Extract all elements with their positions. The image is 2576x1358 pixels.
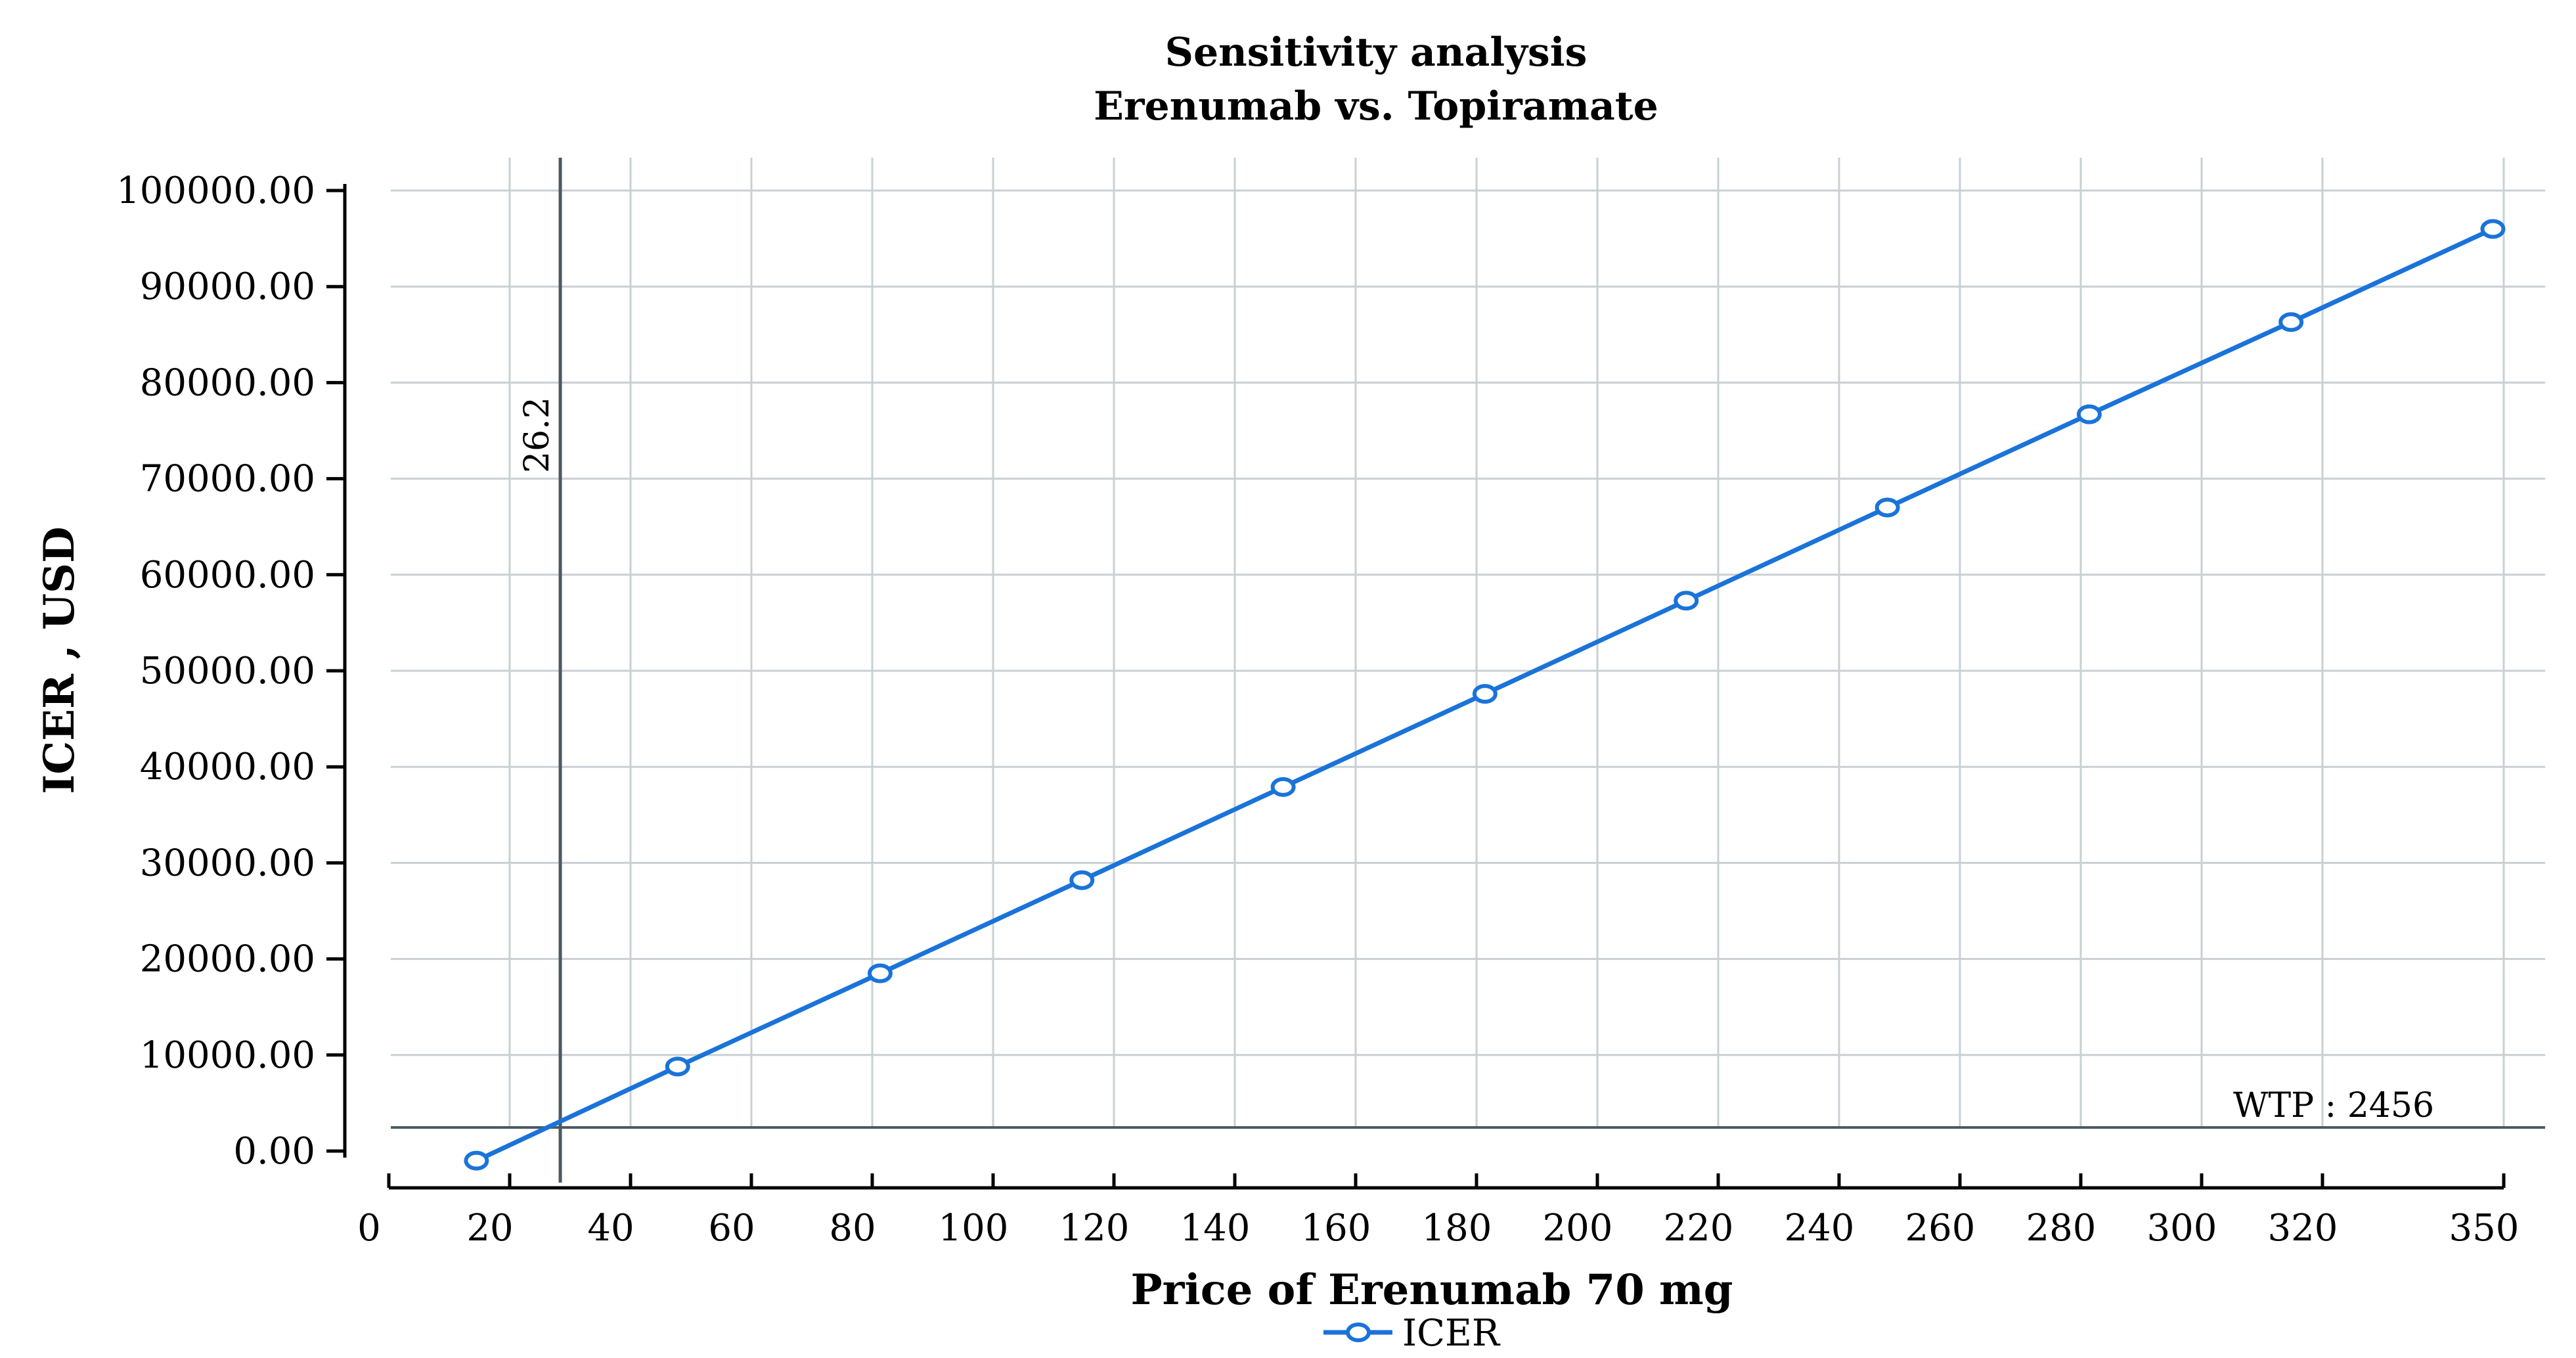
x-tick-label: 140 (1180, 1207, 1251, 1250)
y-tick-label: 70000.00 (140, 458, 315, 501)
price-threshold-label: 26.2 (518, 397, 557, 473)
x-tick-label: 220 (1664, 1207, 1734, 1250)
axis-layer (326, 184, 2506, 1190)
icer-data-point (2278, 312, 2304, 332)
icer-data-point (665, 1056, 690, 1077)
y-tick-label: 20000.00 (140, 938, 315, 981)
chart-title: Sensitivity analysis (1165, 30, 1588, 76)
y-tick-label: 90000.00 (140, 265, 315, 308)
series-layer (464, 219, 2506, 1171)
legend-label: ICER (1402, 1312, 1501, 1355)
y-tick-label: 40000.00 (140, 746, 315, 788)
y-tick-label: 10000.00 (140, 1034, 315, 1077)
y-tick-label: 80000.00 (140, 361, 315, 404)
grid-layer (391, 158, 2545, 1129)
x-tick-label: 280 (2026, 1207, 2097, 1250)
icer-data-point (1875, 497, 1900, 518)
y-tick-label: 100000.00 (116, 170, 315, 212)
x-tick-label: 160 (1301, 1207, 1371, 1250)
icer-data-point (1270, 777, 1296, 797)
icer-data-point (867, 963, 893, 984)
chart-subtitle: Erenumab vs. Topiramate (1094, 83, 1658, 129)
x-tick-label: 20 (466, 1207, 513, 1250)
x-tick-label: 300 (2147, 1207, 2217, 1250)
icer-data-point (2480, 219, 2506, 239)
x-tick-label: 100 (939, 1207, 1009, 1250)
x-tick-label: 350 (2449, 1207, 2520, 1250)
y-tick-label: 50000.00 (140, 650, 315, 692)
y-axis-title: ICER , USD (35, 526, 84, 794)
wtp-label: WTP : 2456 (2233, 1086, 2434, 1125)
icer-data-point (1069, 870, 1095, 890)
x-tick-label: 0 (357, 1207, 381, 1250)
x-tick-label: 60 (708, 1207, 755, 1250)
x-tick-label: 240 (1785, 1207, 1855, 1250)
x-tick-label: 200 (1543, 1207, 1613, 1250)
y-tick-label: 60000.00 (140, 554, 315, 597)
x-tick-label: 180 (1422, 1207, 1492, 1250)
y-tick-label: 0.00 (233, 1130, 315, 1173)
legend: ICER (1323, 1312, 1501, 1355)
icer-data-point (2076, 404, 2102, 424)
x-axis-title: Price of Erenumab 70 mg (1131, 1265, 1733, 1315)
x-tick-label: 320 (2268, 1207, 2338, 1250)
icer-data-point (1674, 591, 1699, 611)
y-tick-label: 30000.00 (140, 842, 315, 884)
x-tick-label: 260 (1905, 1207, 1976, 1250)
x-tick-label: 120 (1059, 1207, 1130, 1250)
icer-data-point (464, 1150, 489, 1171)
legend-swatch-marker (1346, 1323, 1371, 1342)
icer-data-point (1472, 684, 1498, 704)
x-tick-label: 40 (587, 1207, 634, 1250)
x-tick-label: 80 (829, 1207, 876, 1250)
reference-lines (391, 158, 2545, 1183)
text-layer: 0.00 10000.00 20000.00 30000.00 40000.00 5000… (35, 30, 2519, 1355)
